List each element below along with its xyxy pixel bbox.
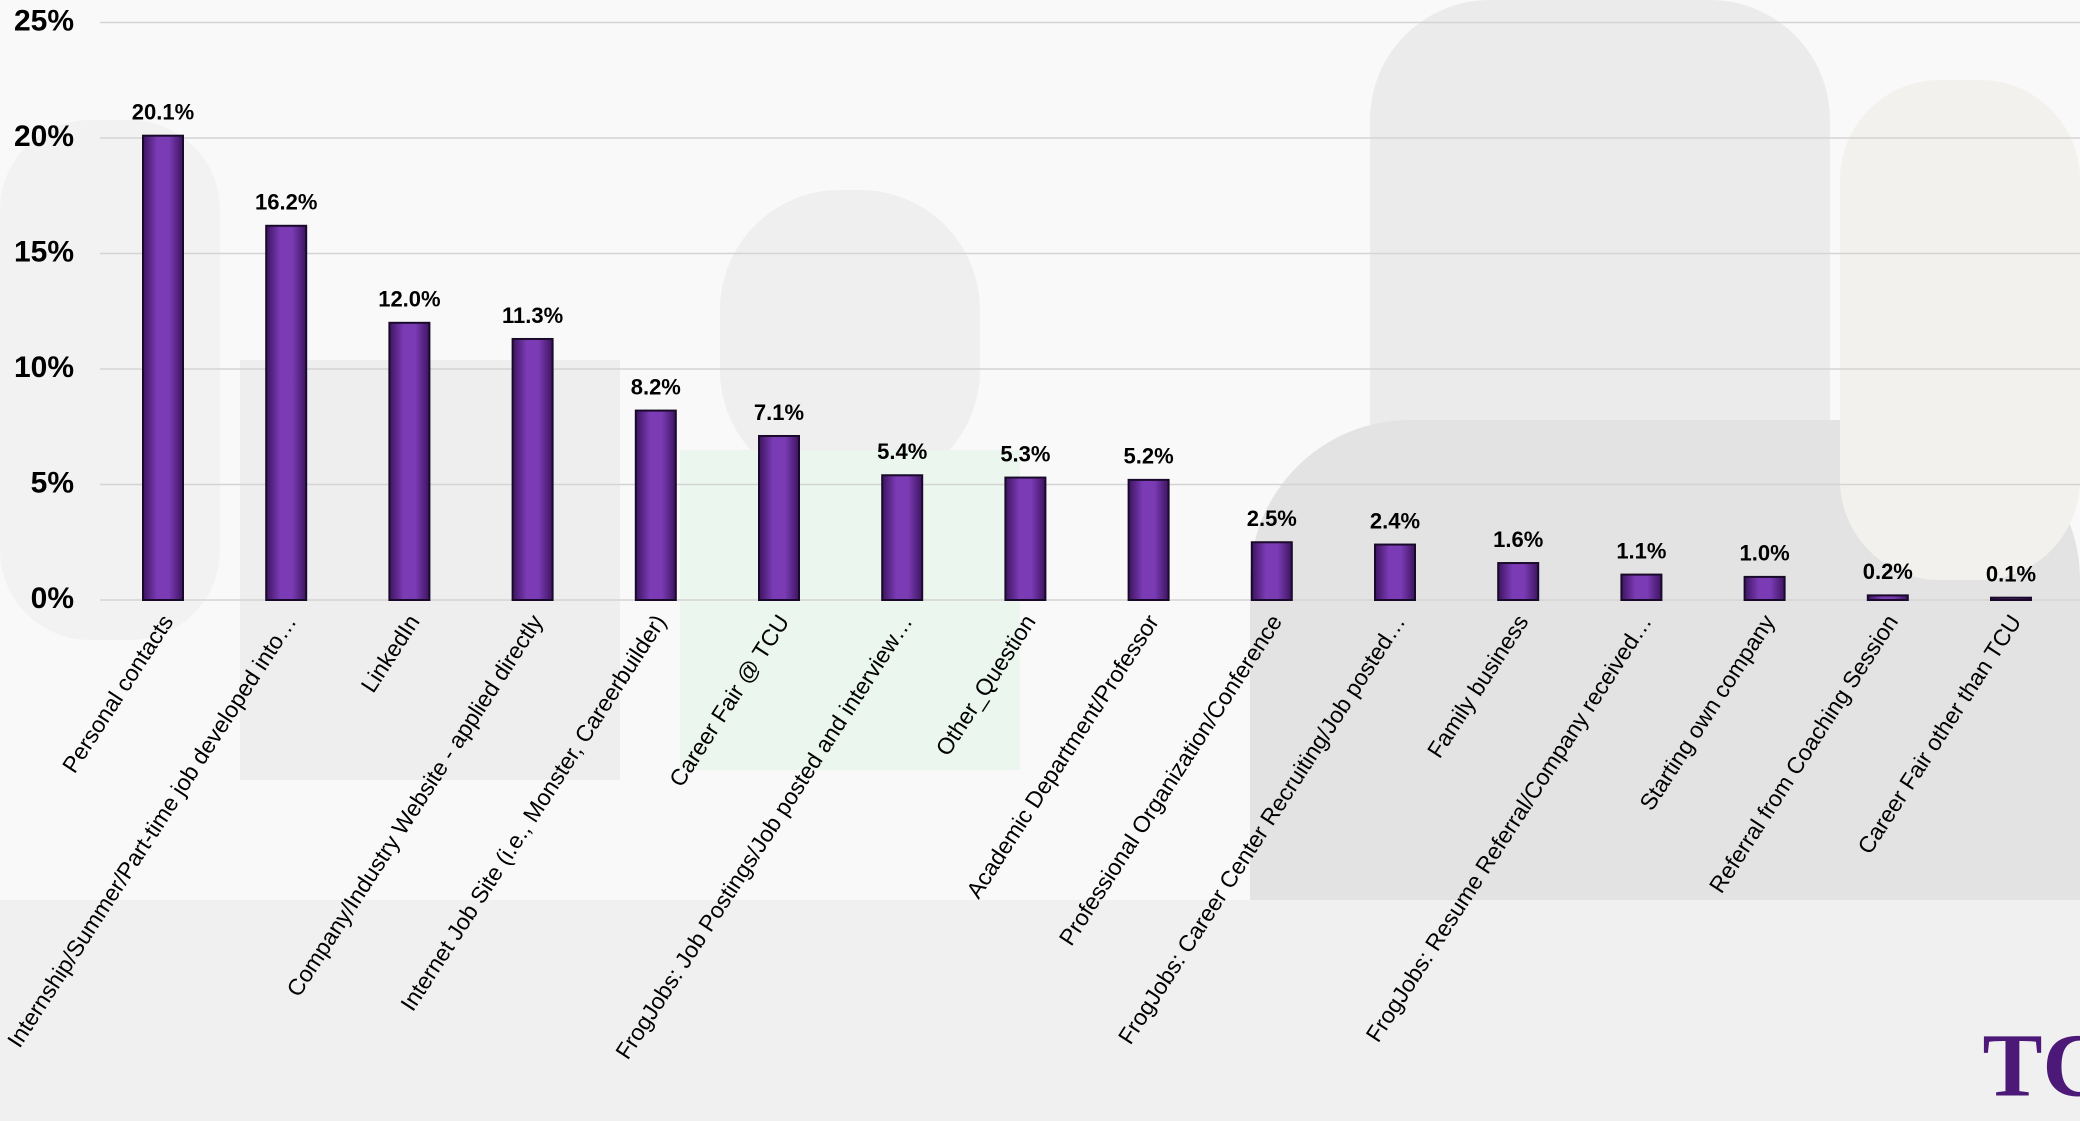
value-label: 0.2% xyxy=(1863,559,1913,584)
bar xyxy=(142,134,184,601)
bar xyxy=(388,321,431,601)
y-tick-label: 10% xyxy=(14,351,74,384)
y-tick-label: 25% xyxy=(14,4,74,37)
bar xyxy=(1497,562,1540,601)
value-label: 5.2% xyxy=(1124,444,1174,469)
bar xyxy=(758,434,800,601)
bar xyxy=(265,224,308,601)
value-label: 2.5% xyxy=(1247,506,1297,531)
bar xyxy=(1374,543,1416,601)
value-label: 0.1% xyxy=(1986,562,2036,587)
value-label: 16.2% xyxy=(255,190,317,215)
y-tick-label: 0% xyxy=(31,582,74,615)
bar xyxy=(1620,573,1663,602)
value-label: 1.1% xyxy=(1616,538,1666,563)
bar xyxy=(511,337,554,601)
value-label: 1.6% xyxy=(1493,527,1543,552)
value-label: 2.4% xyxy=(1370,508,1420,533)
logo: TC xyxy=(1982,1017,2080,1116)
value-label: 7.1% xyxy=(754,400,804,425)
bar xyxy=(881,474,924,602)
value-label: 5.4% xyxy=(877,439,927,464)
y-tick-label: 15% xyxy=(14,235,74,268)
y-tick-label: 20% xyxy=(14,120,74,153)
bar xyxy=(1127,478,1170,602)
value-label: 5.3% xyxy=(1000,441,1050,466)
y-tick-label: 5% xyxy=(31,466,74,499)
bar xyxy=(1866,594,1909,602)
bar xyxy=(1250,541,1293,601)
bar xyxy=(1743,575,1786,602)
bar xyxy=(1004,476,1047,602)
bar xyxy=(1990,596,2032,602)
bar xyxy=(634,409,677,601)
value-label: 1.0% xyxy=(1740,541,1790,566)
value-label: 8.2% xyxy=(631,374,681,399)
value-label: 12.0% xyxy=(378,287,440,312)
value-label: 20.1% xyxy=(132,100,194,125)
value-label: 11.3% xyxy=(502,303,563,328)
